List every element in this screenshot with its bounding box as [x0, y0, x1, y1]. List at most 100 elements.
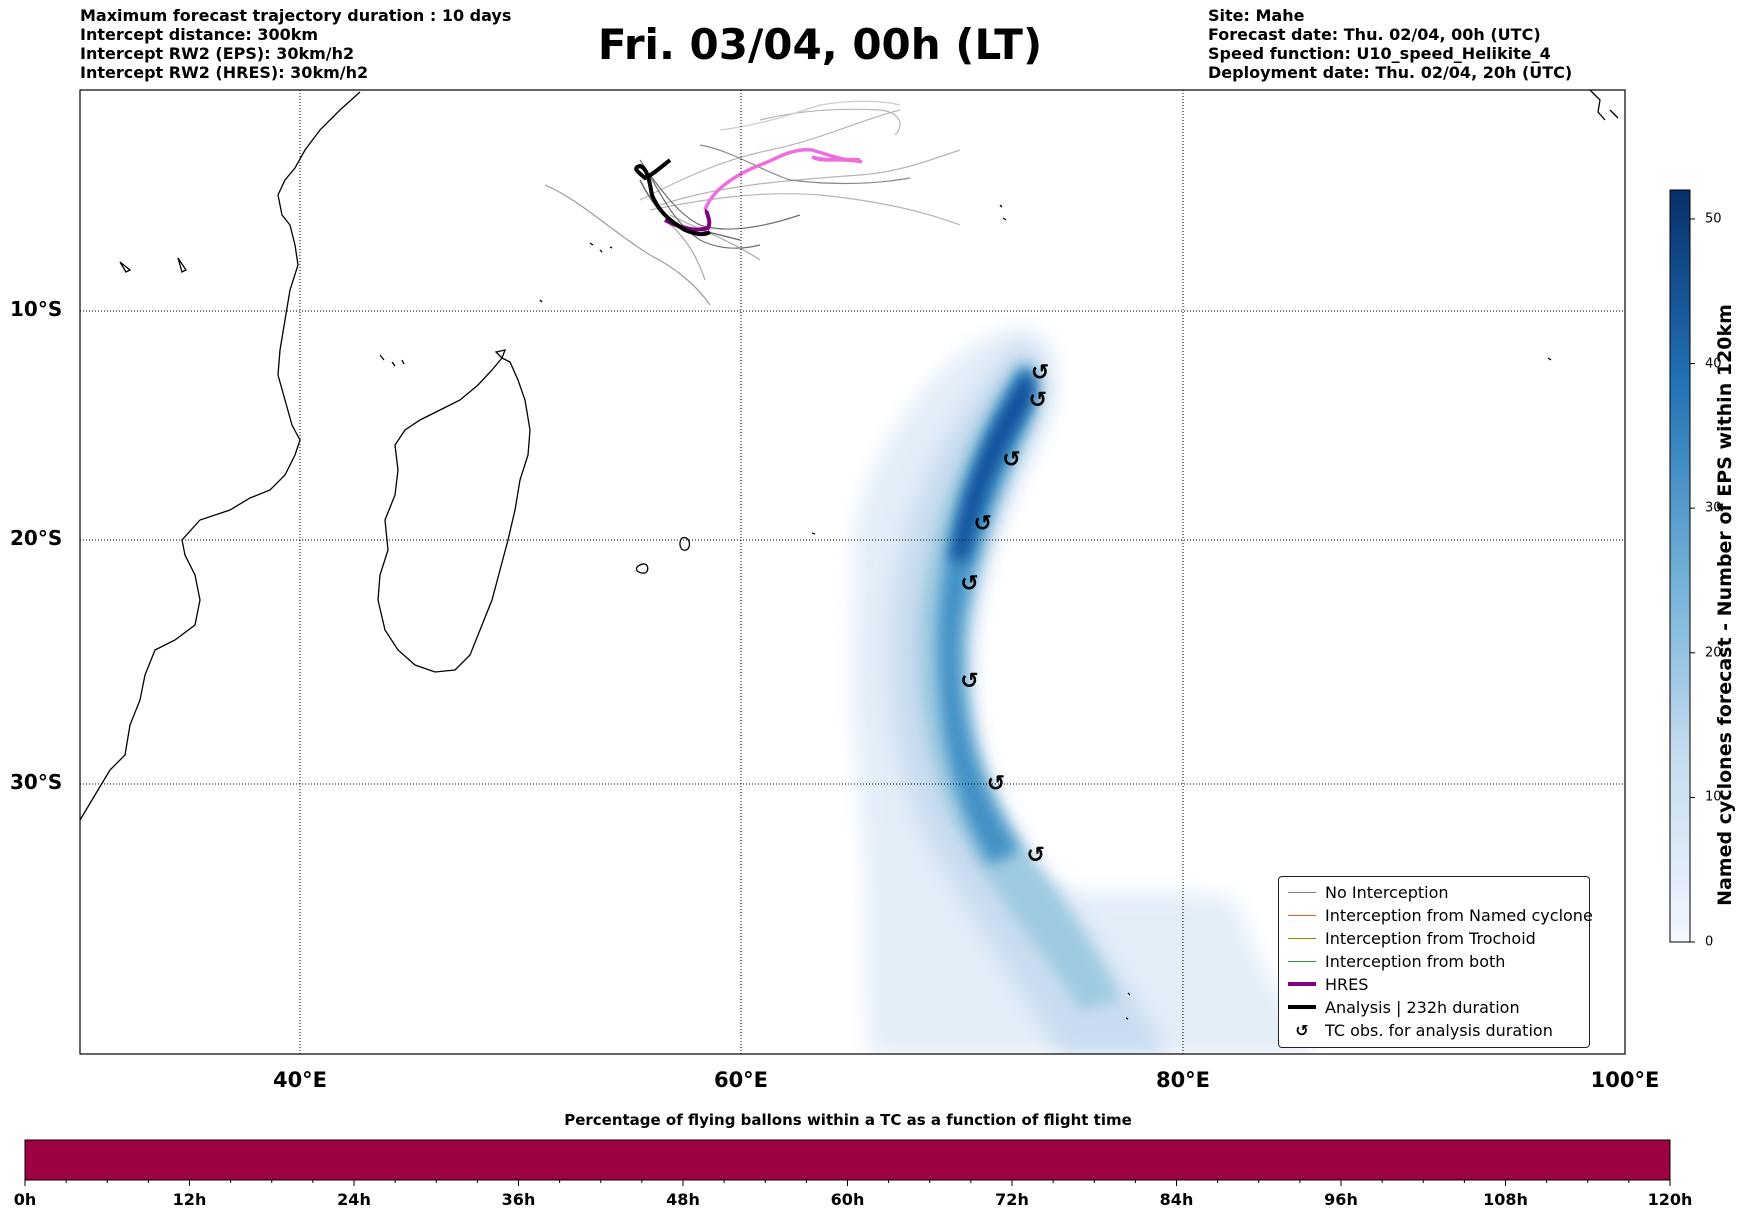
max-duration-text: Maximum forecast trajectory duration : 1… [80, 6, 512, 25]
east-islands [1125, 357, 1552, 1020]
deployment-date-text: Deployment date: Thu. 02/04, 20h (UTC) [1208, 63, 1573, 82]
eps-trajectory [659, 149, 961, 206]
tc-obs-icon: ↺ [1295, 1020, 1309, 1040]
intercept-distance-text: Intercept distance: 300km [80, 25, 319, 44]
legend-swatch [1288, 1005, 1316, 1009]
colorbar-tick-label: 30 [1705, 500, 1722, 516]
density-band-3 [937, 368, 1035, 865]
analysis-trajectory [634, 158, 711, 237]
lon-label-100e: 100°E [1590, 1068, 1660, 1092]
map-frame [79, 89, 1626, 1055]
forecast-date-text: Forecast date: Thu. 02/04, 00h (UTC) [1208, 25, 1541, 44]
eps-trajectory [699, 144, 911, 185]
flight-time-tick-label: 24h [337, 1190, 371, 1209]
legend-label: TC obs. for analysis duration [1325, 1020, 1553, 1040]
colorbar [1669, 189, 1691, 943]
reunion-island [635, 563, 649, 574]
tc-obs-marker: ↺ [974, 511, 992, 536]
legend-label: Interception from Named cyclone [1325, 905, 1593, 925]
map-gridlines [80, 90, 1625, 1054]
tc-obs-marker: ↺ [960, 571, 978, 596]
hres-trajectory [811, 155, 863, 164]
flight-time-tick-label: 84h [1159, 1190, 1194, 1209]
flight-time-tick-label: 96h [1324, 1190, 1358, 1209]
flight-time-tick-label: 72h [995, 1190, 1029, 1209]
lat-label-10s: 10°S [10, 297, 63, 321]
intercept-eps-text: Intercept RW2 (EPS): 30km/h2 [80, 44, 355, 63]
coastlines [80, 90, 1619, 1020]
flight-time-tick-label: 36h [501, 1190, 536, 1209]
legend-item-no-interception: No Interception [1279, 881, 1449, 903]
eps-trajectory [649, 193, 961, 226]
speed-function-text: Speed function: U10_speed_Helikite_4 [1208, 44, 1551, 63]
mauritius-island [679, 536, 691, 551]
legend-item-hres: HRES [1279, 973, 1368, 995]
header-info-right: Site: Mahe Forecast date: Thu. 02/04, 00… [1208, 6, 1572, 82]
tc-obs-marker: ↺ [1026, 843, 1044, 868]
eps-trajectory [544, 184, 711, 306]
legend-item-named-cyclone: Interception from Named cyclone [1279, 904, 1593, 926]
eps-trajectory [639, 159, 761, 249]
density-band-core [950, 370, 1035, 560]
pemba-island [119, 261, 132, 273]
tc-obs-marker: ↺ [987, 772, 1005, 797]
legend-item-trochoid: Interception from Trochoid [1279, 927, 1536, 949]
flight-time-tick-label: 60h [830, 1190, 865, 1209]
tc-observations: ↺ ↺ ↺ ↺ ↺ ↺ ↺ ↺ [960, 360, 1049, 868]
map-legend: No Interception Interception from Named … [1278, 876, 1593, 1048]
flight-time-tick-label: 108h [1483, 1190, 1528, 1209]
madagascar-north-tip [494, 349, 507, 360]
lat-label-20s: 20°S [10, 526, 63, 550]
colorbar-tick-label: 0 [1705, 934, 1714, 950]
legend-swatch [1288, 960, 1316, 962]
flight-time-tick-label: 120h [1647, 1190, 1693, 1209]
seychelles-islands [539, 242, 613, 303]
colorbar-label: Named cyclones forecast - Number of EPS … [1714, 304, 1736, 906]
eps-trajectory [639, 109, 901, 201]
tc-obs-marker: ↺ [1031, 360, 1049, 385]
eps-trajectory [759, 108, 901, 136]
header-info-left: Maximum forecast trajectory duration : 1… [80, 6, 511, 82]
lon-label-60e: 60°E [713, 1068, 769, 1092]
flight-time-tick-label: 12h [172, 1190, 207, 1209]
legend-item-both: Interception from both [1279, 950, 1505, 972]
zanzibar-island [177, 257, 187, 273]
tc-obs-marker: ↺ [1002, 447, 1020, 472]
eps-trajectory [719, 100, 901, 131]
lat-label-30s: 30°S [10, 770, 63, 794]
legend-item-tc-obs: ↺ TC obs. for analysis duration [1279, 1019, 1553, 1041]
tc-obs-marker: ↺ [960, 669, 978, 694]
flight-time-tick-label: 48h [666, 1190, 700, 1209]
colorbar-tick-label: 10 [1705, 789, 1722, 805]
legend-label: Interception from Trochoid [1325, 928, 1536, 948]
lon-label-40e: 40°E [272, 1068, 328, 1092]
density-layer [852, 328, 1320, 1054]
map-title: Fri. 03/04, 00h (LT) [597, 20, 1043, 69]
legend-label: No Interception [1325, 882, 1449, 902]
trajectories [544, 100, 961, 306]
flight-time-tick-label: 0h [13, 1190, 37, 1209]
colorbar-tick-label: 50 [1705, 211, 1722, 227]
site-text: Site: Mahe [1208, 6, 1305, 25]
legend-swatch [1288, 891, 1316, 893]
flight-time-tick-marks [24, 1180, 1671, 1186]
indonesia-corner [1589, 90, 1619, 121]
tc-obs-marker: ↺ [1029, 388, 1047, 413]
mascarene-bits [811, 204, 1007, 535]
legend-swatch [1288, 914, 1316, 916]
legend-label: HRES [1325, 974, 1369, 994]
legend-label: Analysis | 232h duration [1325, 997, 1520, 1017]
legend-label: Interception from both [1325, 951, 1506, 971]
legend-swatch [1288, 937, 1316, 939]
colorbar-tick-marks [1690, 218, 1695, 943]
intercept-hres-text: Intercept RW2 (HRES): 30km/h2 [80, 63, 369, 82]
comoros-islands [379, 354, 405, 367]
colorbar-tick-label: 40 [1705, 356, 1722, 372]
colorbar-tick-label: 20 [1705, 645, 1722, 661]
eps-trajectory [669, 214, 761, 261]
madagascar-coastline [377, 357, 531, 673]
eps-trajectory [649, 174, 801, 230]
africa-coastline [80, 91, 361, 821]
flight-time-bar-title: Percentage of flying ballons within a TC… [564, 1111, 1132, 1129]
